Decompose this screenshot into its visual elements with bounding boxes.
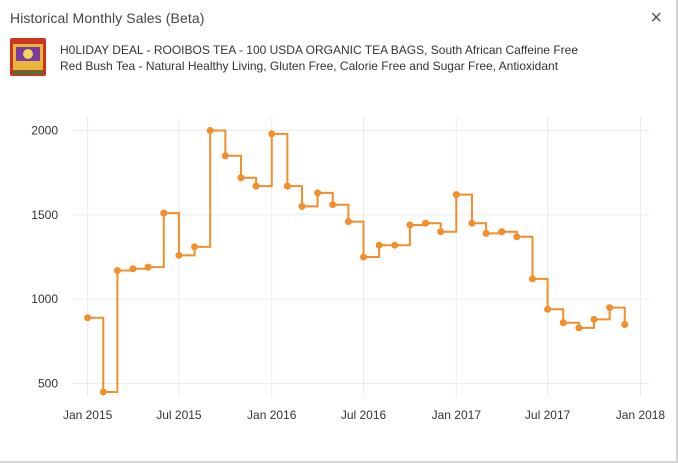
data-point[interactable] (544, 305, 552, 313)
data-point[interactable] (437, 228, 445, 236)
x-tick-label: Jul 2017 (525, 408, 571, 422)
y-tick-label: 2000 (31, 123, 58, 137)
data-point[interactable] (113, 266, 121, 274)
data-point[interactable] (314, 189, 322, 197)
x-tick-label: Jan 2015 (63, 408, 113, 422)
x-tick-label: Jan 2016 (247, 408, 297, 422)
data-point[interactable] (621, 320, 629, 328)
data-point[interactable] (237, 174, 245, 182)
data-point[interactable] (468, 219, 476, 227)
data-point[interactable] (482, 229, 490, 237)
x-tick-label: Jan 2017 (432, 408, 482, 422)
data-point[interactable] (99, 388, 107, 396)
y-tick-label: 500 (38, 377, 58, 391)
data-point[interactable] (221, 152, 229, 160)
product-title-line-1: H0LIDAY DEAL - ROOIBOS TEA - 100 USDA OR… (60, 43, 578, 57)
data-point[interactable] (375, 241, 383, 249)
product-title: H0LIDAY DEAL - ROOIBOS TEA - 100 USDA OR… (60, 42, 660, 74)
x-tick-label: Jan 2018 (616, 408, 666, 422)
x-tick-label: Jul 2015 (156, 408, 202, 422)
product-title-line-2: Red Bush Tea - Natural Healthy Living, G… (60, 59, 559, 73)
chart-axes: 500 1000 1500 2000 Jan 2015 Jul 2015 Jan 2016 J… (31, 123, 665, 422)
data-point[interactable] (559, 319, 567, 327)
data-point[interactable] (129, 265, 137, 273)
series-points (84, 126, 629, 396)
sales-chart: 500 1000 1500 2000 Jan 2015 Jul 2015 Jan 2016 J… (0, 105, 676, 435)
data-point[interactable] (84, 314, 92, 322)
data-point[interactable] (422, 219, 430, 227)
data-point[interactable] (268, 130, 276, 138)
data-point[interactable] (175, 251, 183, 259)
data-point[interactable] (606, 304, 614, 312)
close-icon[interactable]: × (650, 7, 662, 29)
data-point[interactable] (528, 275, 536, 283)
data-point[interactable] (360, 253, 368, 261)
data-point[interactable] (298, 202, 306, 210)
x-tick-label: Jul 2016 (341, 408, 387, 422)
y-tick-label: 1000 (31, 292, 58, 306)
data-point[interactable] (283, 182, 291, 190)
data-point[interactable] (329, 201, 337, 209)
data-point[interactable] (191, 243, 199, 251)
data-point[interactable] (391, 241, 399, 249)
data-point[interactable] (590, 315, 598, 323)
data-point[interactable] (344, 218, 352, 226)
product-thumbnail (10, 38, 46, 76)
data-point[interactable] (252, 182, 260, 190)
y-tick-label: 1500 (31, 208, 58, 222)
dialog-title: Historical Monthly Sales (Beta) (10, 10, 205, 26)
tea-box-icon (10, 38, 46, 76)
sales-chart-svg: 500 1000 1500 2000 Jan 2015 Jul 2015 Jan 2016 J… (31, 117, 665, 422)
data-point[interactable] (498, 228, 506, 236)
data-point[interactable] (144, 263, 152, 271)
data-point[interactable] (452, 191, 460, 199)
data-point[interactable] (513, 233, 521, 241)
data-point[interactable] (160, 209, 168, 217)
series-line (87, 129, 626, 393)
data-point[interactable] (575, 324, 583, 332)
data-point[interactable] (406, 221, 414, 229)
data-point[interactable] (206, 126, 214, 134)
